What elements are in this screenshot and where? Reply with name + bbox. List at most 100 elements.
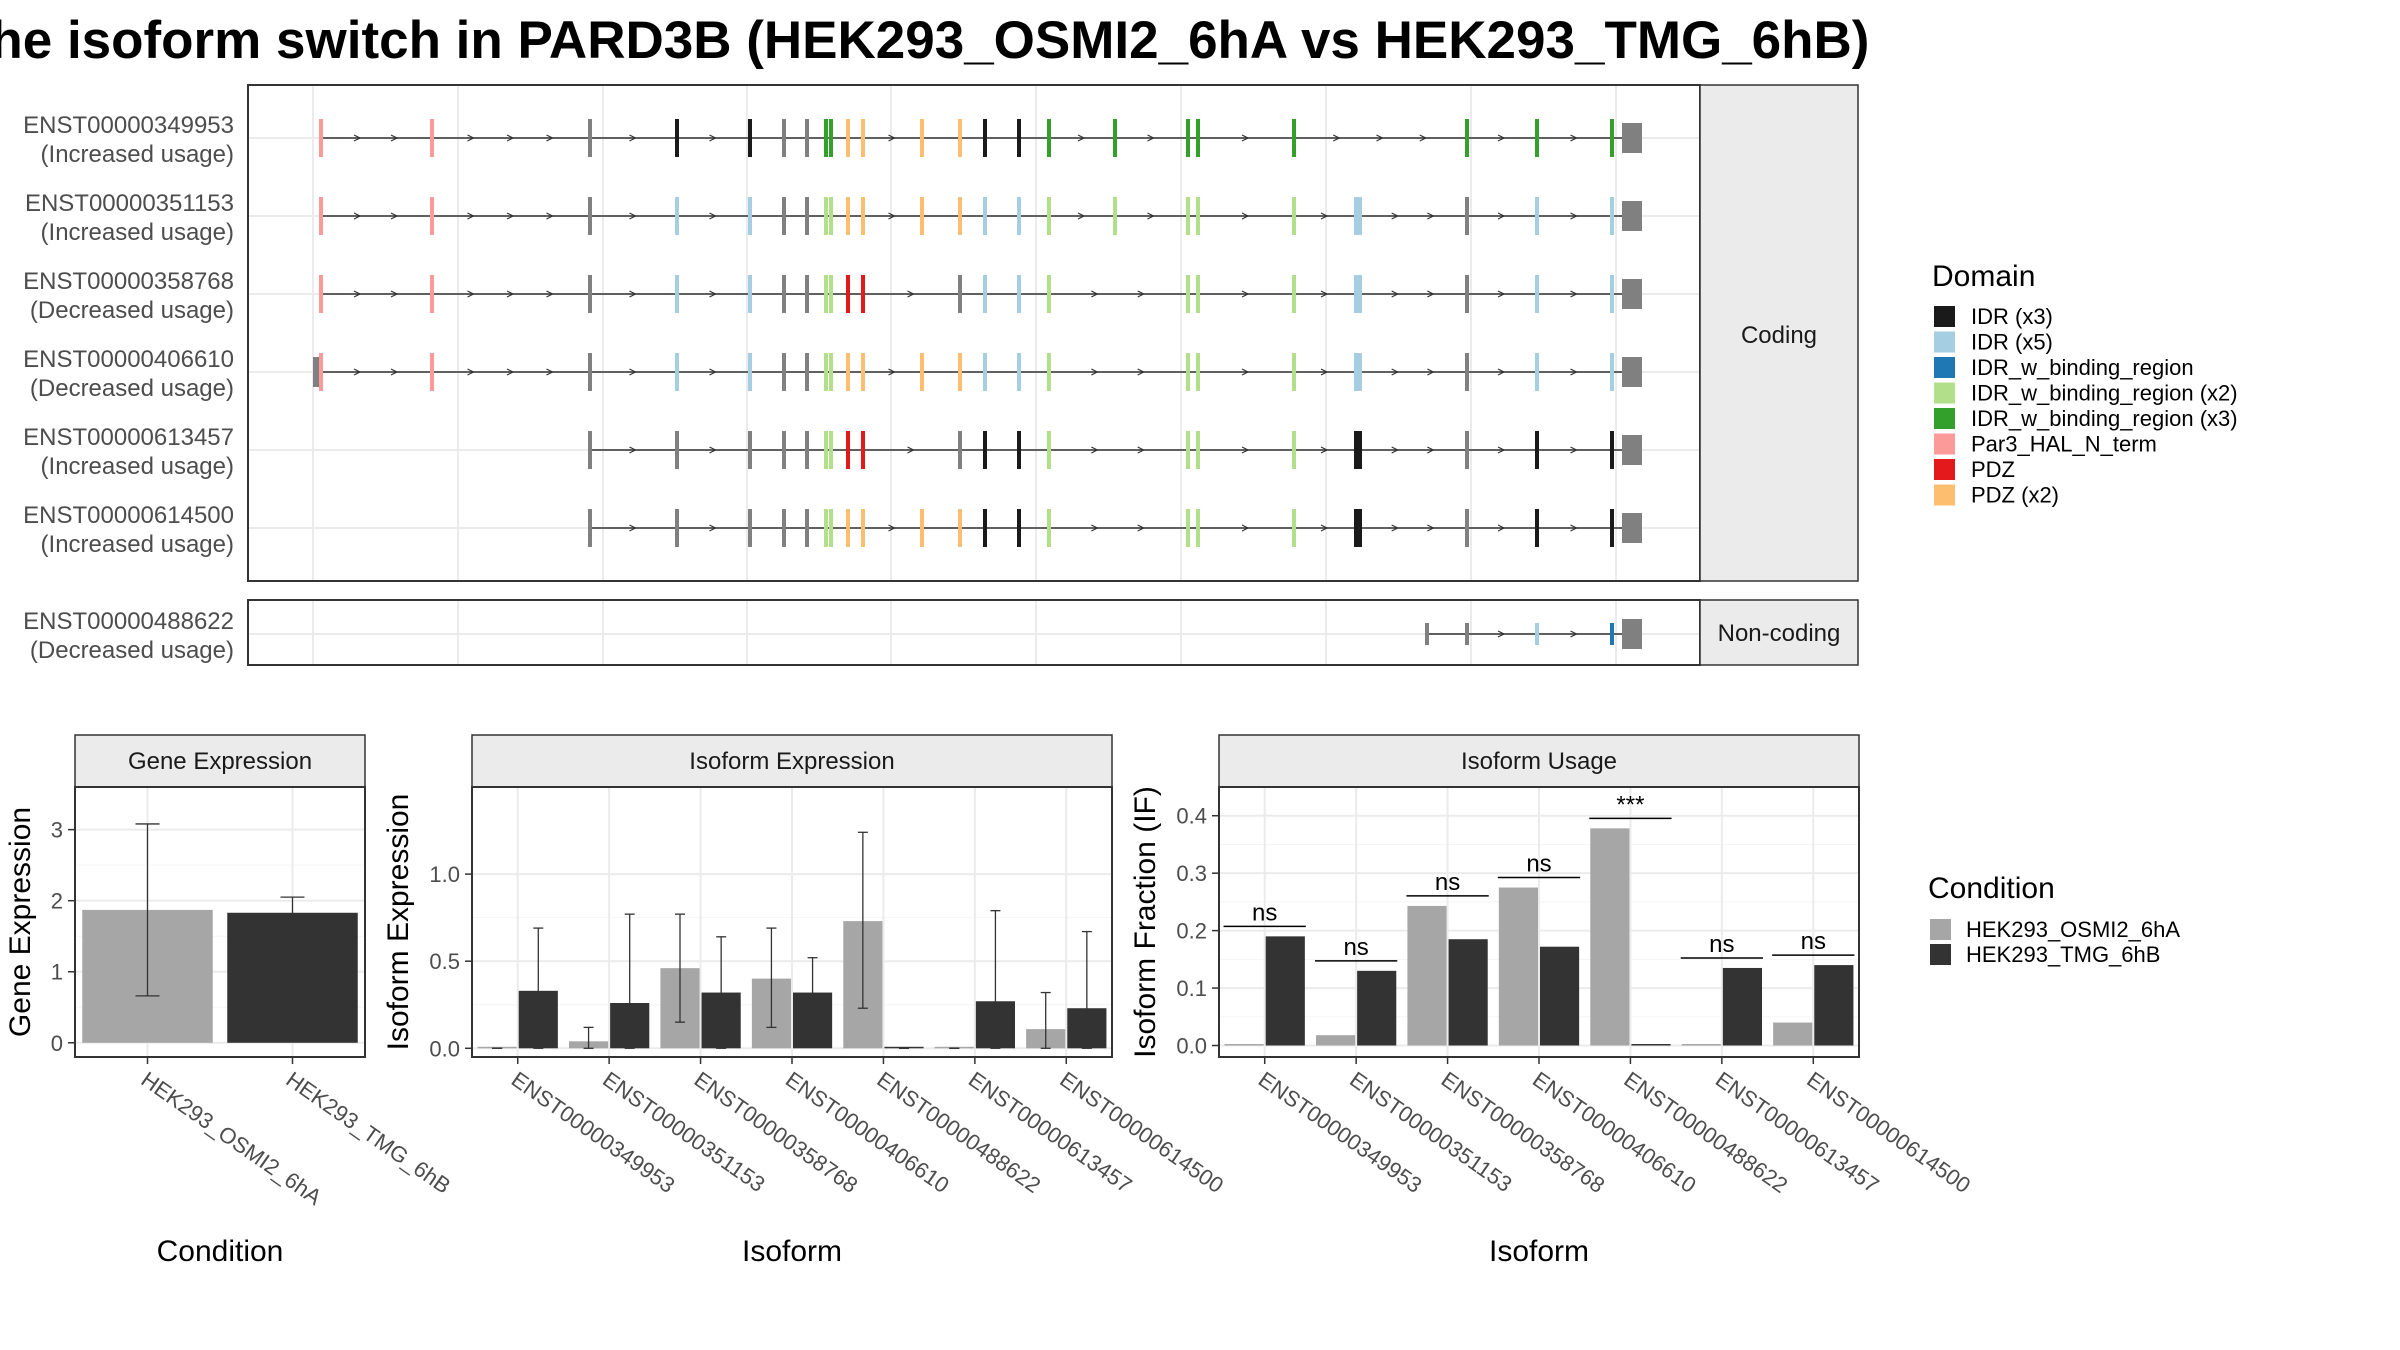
- significance-label: ***: [1616, 791, 1644, 818]
- strand-arrow: [1137, 524, 1146, 532]
- strand-arrow: [1570, 134, 1578, 142]
- y-tick-label: 2: [51, 889, 63, 914]
- exon-segment: [430, 197, 434, 235]
- exon-segment: [1186, 353, 1190, 391]
- legend-label: PDZ: [1971, 457, 2015, 482]
- exon-segment: [1196, 353, 1200, 391]
- strand-arrow: [1137, 368, 1146, 376]
- chart-title-strip: [471, 734, 1113, 788]
- exon-segment: [1292, 353, 1296, 391]
- exon-segment: [805, 275, 809, 313]
- exon-segment: [861, 119, 865, 157]
- exon-segment: [319, 353, 323, 391]
- y-tick-label: 0.0: [1176, 1034, 1207, 1059]
- exon-segment: [748, 431, 752, 469]
- strand-arrow: [888, 524, 896, 532]
- exon-segment: [1425, 623, 1429, 645]
- strand-arrow: [888, 212, 896, 220]
- exon-segment: [1196, 197, 1200, 235]
- legend-label: HEK293_OSMI2_6hA: [1966, 917, 2180, 942]
- legend-label: IDR_w_binding_region (x3): [1971, 406, 2238, 431]
- exon-segment: [319, 197, 323, 235]
- strand-arrow: [629, 524, 637, 532]
- transcript-usage-label: (Decreased usage): [30, 297, 234, 324]
- y-tick-label: 0.3: [1176, 861, 1207, 886]
- exon-segment: [1047, 119, 1051, 157]
- exon-segment: [748, 197, 752, 235]
- exon-segment: [861, 509, 865, 547]
- exon-segment: [1465, 623, 1469, 645]
- strand-arrow: [1320, 290, 1329, 298]
- exon-segment: [675, 275, 679, 313]
- exon-segment: [1017, 353, 1021, 391]
- exon-segment: [1047, 431, 1051, 469]
- legend-label: IDR_w_binding_region: [1971, 355, 2194, 380]
- legend-key: [1934, 382, 1955, 404]
- exon-segment: [1354, 509, 1358, 547]
- utr-block: [1622, 619, 1642, 649]
- legend-key: [1930, 944, 1951, 965]
- strand-arrow: [390, 290, 399, 298]
- y-axis-title: Gene Expression: [4, 807, 37, 1037]
- exon-segment: [983, 431, 987, 469]
- exon-segment: [805, 119, 809, 157]
- exon-segment: [1535, 509, 1539, 547]
- exon-segment: [1610, 623, 1614, 645]
- exon-segment: [1196, 119, 1200, 157]
- exon-segment: [748, 119, 752, 157]
- strand-arrow: [1570, 446, 1578, 454]
- strand-arrow: [1391, 290, 1400, 298]
- strand-arrow: [1570, 212, 1578, 220]
- strand-arrow: [1497, 446, 1506, 454]
- exon-segment: [1465, 197, 1469, 235]
- y-tick-label: 0.5: [429, 949, 460, 974]
- y-axis-title: Isoform Expression: [382, 794, 415, 1051]
- transcript-id-label: ENST00000358768: [23, 268, 234, 295]
- exon-segment: [1017, 197, 1021, 235]
- strand-arrow: [1077, 212, 1086, 220]
- utr-block: [1622, 201, 1642, 231]
- strand-arrow: [1320, 212, 1329, 220]
- exon-segment: [1292, 509, 1296, 547]
- exon-segment: [829, 353, 833, 391]
- transcript-usage-label: (Increased usage): [41, 219, 234, 246]
- exon-segment: [1354, 431, 1358, 469]
- x-tick-label: ENST00000488622: [873, 1067, 1046, 1198]
- strand-arrow: [1391, 446, 1400, 454]
- bar: [884, 1046, 924, 1049]
- transcript-track: [313, 353, 1642, 391]
- exon-segment: [1535, 119, 1539, 157]
- legend-key: [1934, 357, 1955, 378]
- exon-segment: [824, 431, 828, 469]
- strand-arrow: [1137, 290, 1146, 298]
- significance-label: ns: [1526, 851, 1551, 878]
- strand-arrow: [506, 212, 515, 220]
- strand-arrow: [709, 212, 717, 220]
- bar: [1224, 1044, 1264, 1046]
- y-tick-label: 1.0: [429, 862, 460, 887]
- chart-2: Isoform Expression 0.0 0.5 1.0 ENST000003499…: [382, 734, 1228, 1268]
- strand-arrow: [888, 368, 896, 376]
- exon-segment: [430, 353, 434, 391]
- exon-segment: [1047, 509, 1051, 547]
- exon-segment: [846, 509, 850, 547]
- strand-arrow: [1077, 134, 1086, 142]
- strand-arrow: [1391, 524, 1400, 532]
- strand-arrow: [546, 212, 554, 220]
- exon-segment: [1047, 353, 1051, 391]
- exon-segment: [805, 431, 809, 469]
- exon-segment: [1017, 275, 1021, 313]
- significance-label: ns: [1343, 934, 1368, 961]
- exon-segment: [1292, 431, 1296, 469]
- transcript-usage-label: (Increased usage): [41, 453, 234, 480]
- exon-segment: [829, 431, 833, 469]
- x-tick-label: ENST00000614500: [1055, 1067, 1228, 1198]
- exon-segment: [675, 197, 679, 235]
- legend-key: [1934, 306, 1955, 327]
- exon-segment: [983, 353, 987, 391]
- bar: [1540, 946, 1580, 1046]
- utr-block: [1622, 435, 1642, 465]
- transcript-id-label: ENST00000613457: [23, 424, 234, 451]
- bar: [1722, 967, 1762, 1046]
- exon-segment: [588, 509, 592, 547]
